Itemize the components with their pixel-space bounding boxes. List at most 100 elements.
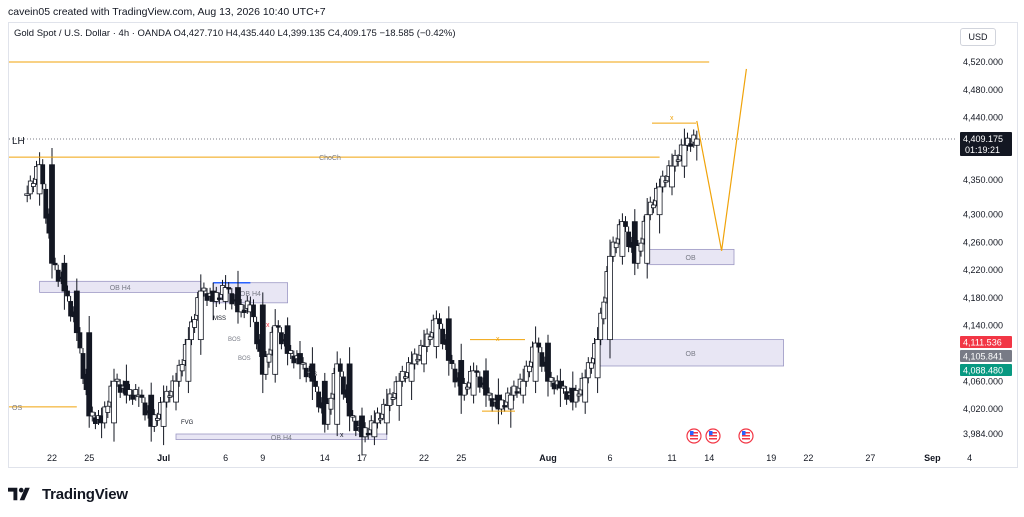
- candle-body: [263, 356, 269, 375]
- flag-stripe: [709, 432, 717, 434]
- candle-body: [681, 144, 688, 167]
- candle-body: [216, 297, 222, 300]
- candle-body: [266, 353, 272, 363]
- candle-body: [371, 422, 378, 438]
- price-tag-label-bg: [960, 336, 1012, 348]
- candle-body: [93, 417, 98, 424]
- candle-body: [114, 378, 120, 382]
- x-marker: x: [340, 432, 344, 439]
- y-tick-label: 3,984.000: [963, 429, 1003, 439]
- chart-frame: [8, 22, 1018, 468]
- candle-body: [631, 221, 638, 264]
- flag-stripe: [742, 435, 750, 437]
- candle-body: [470, 370, 477, 396]
- economic-event-icon: [686, 428, 702, 444]
- flag-canton: [709, 431, 713, 435]
- candle-body: [594, 339, 601, 379]
- candle-body: [185, 339, 192, 382]
- flag-stripe: [709, 438, 717, 440]
- flag-canton: [742, 431, 746, 435]
- y-tick-label: 4,520.000: [963, 57, 1003, 67]
- x-tick-label: 6: [607, 453, 612, 463]
- bos-label: BOS: [228, 337, 241, 343]
- candle-body: [176, 364, 182, 382]
- candle-body: [179, 364, 185, 372]
- candle-body: [148, 394, 155, 427]
- candle-body: [638, 242, 644, 252]
- created-by-line: cavein05 created with TradingView.com, A…: [8, 6, 326, 18]
- candle-body: [548, 377, 554, 382]
- x-tick-label: 17: [357, 453, 367, 463]
- x-tick-label: 4: [967, 453, 972, 463]
- candle-body: [458, 360, 465, 396]
- ob-right-lower-zone-label: OB: [686, 351, 696, 358]
- candle-body: [30, 183, 36, 187]
- x-tick-label: 25: [456, 453, 466, 463]
- candle-body: [362, 427, 368, 438]
- candle-body: [102, 406, 108, 424]
- candle-body: [201, 287, 207, 292]
- candle-body: [80, 353, 86, 379]
- candle-body: [452, 368, 458, 383]
- price-tag-label-bg: [960, 350, 1012, 362]
- candle-body: [433, 318, 440, 347]
- ohlc-close: C4,409.175: [327, 28, 377, 39]
- candle-body: [613, 242, 619, 249]
- flag-canton: [690, 431, 694, 435]
- x-marker: x: [670, 115, 674, 122]
- x-marker: x: [266, 322, 270, 329]
- flag-stripe: [742, 438, 750, 440]
- candle-body: [545, 342, 551, 382]
- candle-body: [65, 290, 70, 297]
- candle-body: [415, 358, 421, 362]
- x-tick-label: 22: [47, 453, 57, 463]
- candle-body: [557, 380, 564, 389]
- candle-body: [626, 231, 631, 248]
- candle-body: [142, 402, 148, 416]
- candle-body: [663, 180, 669, 183]
- candle-body: [300, 362, 306, 365]
- ohlc-open: O4,427.710: [173, 28, 224, 39]
- ohlc-high: H4,435.440: [225, 28, 275, 39]
- candle-body: [390, 397, 396, 400]
- candle-body: [539, 352, 545, 367]
- candle-body: [340, 376, 346, 395]
- x-tick-label: 6: [223, 453, 228, 463]
- mss-label: MSS: [213, 316, 226, 322]
- ob-h4-left-zone-label: OB H4: [110, 285, 131, 292]
- candle-body: [610, 241, 616, 257]
- candle-body: [656, 186, 663, 216]
- candle-body: [291, 355, 297, 364]
- ob-h4-bottom-zone: [175, 433, 388, 440]
- currency-button[interactable]: USD: [960, 28, 996, 46]
- candle-body: [365, 432, 371, 436]
- x-tick-label: 14: [320, 453, 330, 463]
- candle-body: [105, 405, 111, 413]
- candle-body: [523, 365, 529, 382]
- candle-body: [154, 417, 160, 421]
- candle-body: [651, 204, 656, 209]
- flag-stripe: [690, 438, 698, 440]
- candle-body: [399, 370, 405, 382]
- candle-body: [139, 394, 145, 398]
- candle-body: [402, 376, 408, 379]
- x-tick-label: Jul: [157, 453, 170, 463]
- candle-body: [486, 392, 492, 396]
- candle-body: [378, 417, 384, 421]
- candle-body: [275, 325, 281, 328]
- y-tick-label: 4,060.000: [963, 376, 1003, 386]
- candle-body: [647, 201, 653, 216]
- x-tick-label: Sep: [924, 453, 941, 463]
- y-tick-label: 4,180.000: [963, 293, 1003, 303]
- candle-body: [49, 164, 55, 264]
- symbol-name[interactable]: Gold Spot / U.S. Dollar · 4h · OANDA: [14, 28, 171, 39]
- price-change: −18.585 (−0.42%): [379, 28, 456, 39]
- candle-body: [213, 292, 219, 302]
- candle-body: [532, 342, 539, 382]
- y-tick-label: 4,440.000: [963, 113, 1003, 123]
- candle-body: [675, 159, 681, 162]
- price-tag-label: 4,111.536: [963, 338, 1002, 348]
- flag-stripe: [742, 432, 750, 434]
- x-tick-label: 11: [667, 453, 676, 463]
